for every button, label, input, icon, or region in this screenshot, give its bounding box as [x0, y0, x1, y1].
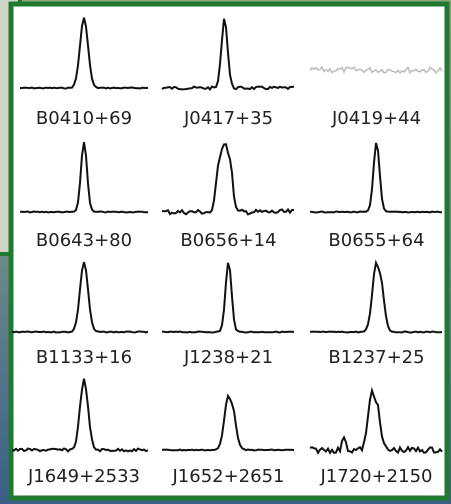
pulsar-label: B0655+64 [328, 230, 424, 251]
pulsar-label: B0656+14 [180, 230, 276, 251]
pulse-profile [309, 65, 443, 75]
pulse-profile [161, 18, 295, 91]
pulse-profile [19, 17, 149, 90]
pulse-profile [161, 143, 295, 216]
pulse-profile [11, 378, 149, 453]
pulsar-label: J1652+2651 [171, 466, 284, 487]
pulse-profile [20, 142, 149, 214]
pulsar-label: J1720+2150 [319, 466, 432, 487]
pulse-profile [309, 386, 443, 455]
pulse-profile [161, 393, 295, 452]
pulse-profile [11, 261, 149, 334]
pulsar-label: B0643+80 [36, 230, 132, 251]
pulsar-label: J1238+21 [183, 347, 273, 368]
pulsar-label: B1237+25 [328, 347, 424, 368]
profile-panel [8, 1, 450, 501]
pulse-profile [309, 142, 443, 214]
pulsar-label: J0417+35 [183, 108, 273, 129]
profile-grid: B0410+69 J0417+35 J0419+44 B0643+80 B0656+14… [11, 17, 443, 487]
pulsar-label: B0410+69 [36, 108, 132, 129]
pulse-profile [310, 259, 443, 334]
pulsar-label: J1649+2533 [27, 466, 140, 487]
pulse-profile [161, 262, 295, 334]
pulsar-label: B1133+16 [36, 347, 132, 368]
pulsar-label: J0419+44 [331, 108, 421, 129]
